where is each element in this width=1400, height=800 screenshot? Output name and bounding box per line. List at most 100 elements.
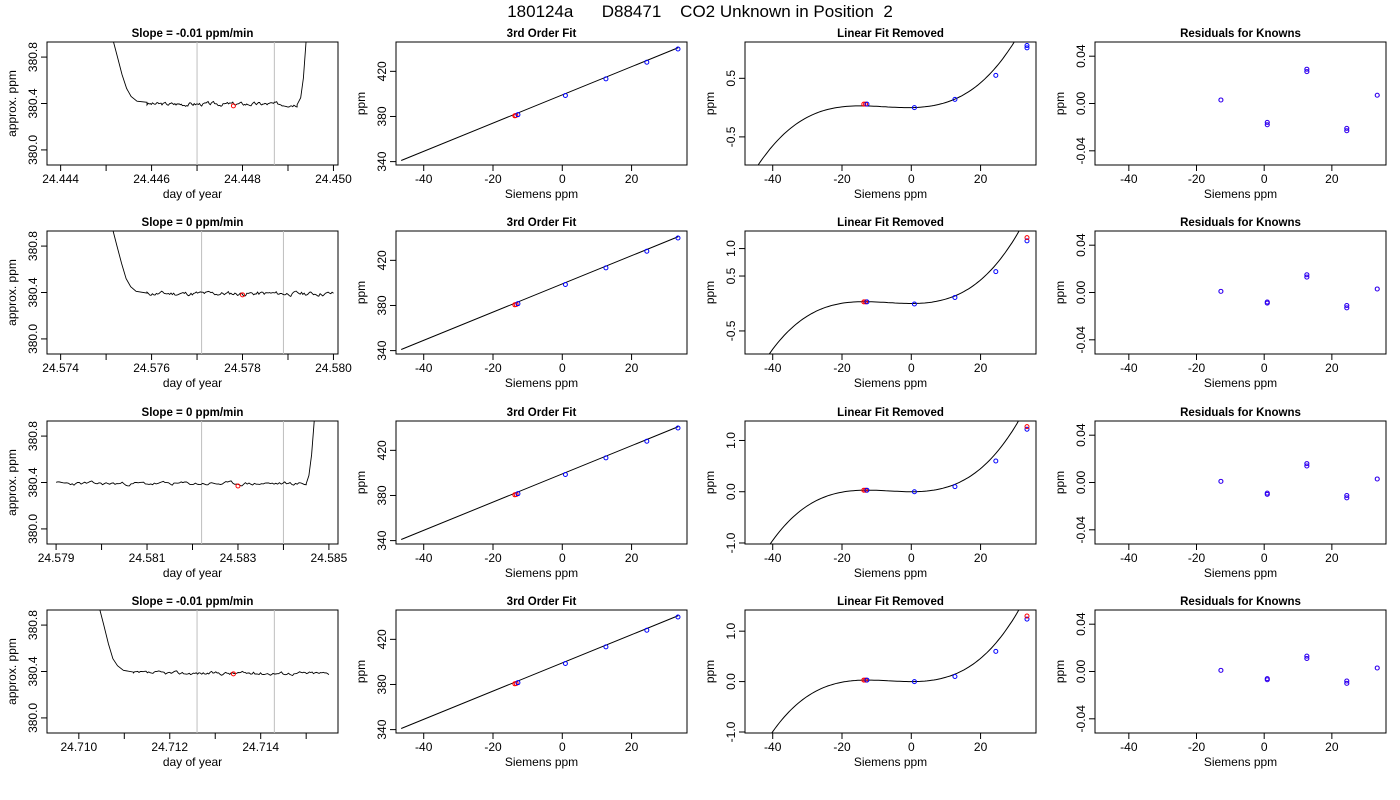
fit-curve xyxy=(771,610,1020,733)
x-tick-label: 24.450 xyxy=(315,172,352,186)
data-point xyxy=(993,72,999,78)
y-tick-label: 380.0 xyxy=(26,324,40,354)
x-axis-label: day of year xyxy=(163,187,222,201)
sample-marker xyxy=(230,103,236,109)
residual-point-overlay xyxy=(1265,120,1270,125)
plot-frame xyxy=(1094,609,1387,734)
x-axis-label: day of year xyxy=(163,376,222,390)
residual-point-overlay xyxy=(1265,492,1270,497)
data-point xyxy=(864,487,870,493)
panel-3-2: Linear Fit Removed Siemens ppm ppm -40 -20 0 2… xyxy=(703,596,1037,769)
data-point xyxy=(603,265,609,271)
data-point xyxy=(864,101,870,107)
data-point xyxy=(993,269,999,275)
data-point xyxy=(952,294,958,300)
x-axis-label: day of year xyxy=(163,755,222,769)
x-tick-label: -20 xyxy=(833,361,851,375)
x-tick-label: 0 xyxy=(908,361,915,375)
y-tick-label: -0.04 xyxy=(1074,137,1088,165)
y-axis-label: approx. ppm xyxy=(5,638,19,705)
series-trace xyxy=(99,610,330,677)
fit-curve xyxy=(769,421,1020,544)
residual-point-overlay xyxy=(1344,493,1350,498)
y-axis-label: ppm xyxy=(354,281,368,304)
y-tick-label: 1.0 xyxy=(724,240,738,257)
data-point xyxy=(562,660,568,666)
residual-point-overlay xyxy=(1304,463,1310,469)
residual-point-overlay xyxy=(1344,128,1350,134)
y-tick-label: 380 xyxy=(375,106,389,126)
residual-point-overlay xyxy=(1304,653,1310,659)
panel-title: 3rd Order Fit xyxy=(507,407,577,419)
series-trace xyxy=(112,231,334,297)
panel-3-1: 3rd Order Fit Siemens ppm ppm -40 -20 0 20 340 3… xyxy=(354,596,688,769)
x-tick-label: 0 xyxy=(908,172,915,186)
residual-point-overlay xyxy=(1344,678,1350,684)
data-point xyxy=(644,248,650,254)
y-axis-label: ppm xyxy=(1053,281,1067,304)
plot-frame xyxy=(744,41,1037,166)
x-tick-label: -20 xyxy=(1188,172,1206,186)
data-point xyxy=(562,281,568,287)
x-tick-label: 24.581 xyxy=(129,551,166,565)
y-axis-label: ppm xyxy=(703,660,717,683)
y-tick-label: 0.04 xyxy=(1074,44,1088,68)
x-axis-label: Siemens ppm xyxy=(1204,187,1277,201)
residual-point-overlay xyxy=(1304,66,1310,72)
y-tick-label: 380.4 xyxy=(26,88,40,118)
x-axis-label: Siemens ppm xyxy=(1204,376,1277,390)
data-point xyxy=(644,438,650,444)
plot-frame xyxy=(744,420,1037,545)
x-tick-label: -20 xyxy=(833,740,851,754)
panel-2-2: Linear Fit Removed Siemens ppm ppm -40 -20 0 2… xyxy=(703,407,1037,580)
data-point xyxy=(1024,613,1030,619)
x-tick-label: 24.574 xyxy=(42,361,79,375)
data-point xyxy=(861,101,867,107)
data-point xyxy=(1024,235,1030,241)
x-tick-label: 0 xyxy=(908,551,915,565)
plot-area xyxy=(768,231,1030,354)
panel-title: Slope = -0.01 ppm/min xyxy=(132,596,254,608)
x-axis-label: Siemens ppm xyxy=(505,187,578,201)
y-tick-label: 0.0 xyxy=(724,483,738,500)
fit-line xyxy=(401,47,679,161)
data-point xyxy=(864,299,870,305)
sample-marker xyxy=(240,292,246,298)
residual-point-overlay xyxy=(1344,303,1350,308)
x-axis-label: day of year xyxy=(163,566,222,580)
x-tick-label: -40 xyxy=(415,172,433,186)
x-tick-label: 20 xyxy=(974,361,988,375)
residual-point-overlay xyxy=(1265,300,1270,306)
y-tick-label: 0.0 xyxy=(724,673,738,690)
plot-frame xyxy=(46,230,339,355)
plot-frame xyxy=(395,41,688,166)
data-point xyxy=(603,455,609,461)
panel-0-0: Slope = -0.01 ppm/min day of year approx. … xyxy=(5,28,352,201)
y-tick-label: 420 xyxy=(375,440,389,460)
x-tick-label: 0 xyxy=(559,551,566,565)
series-trace xyxy=(113,42,307,108)
panel-1-0: Slope = 0 ppm/min day of year approx. ppm 2… xyxy=(5,217,352,390)
y-tick-label: 1.0 xyxy=(724,432,738,449)
y-tick-label: 380.8 xyxy=(26,421,40,451)
x-axis-label: Siemens ppm xyxy=(1204,755,1277,769)
residual-point-overlay xyxy=(1375,286,1380,292)
data-point xyxy=(1024,43,1030,49)
panel-2-1: 3rd Order Fit Siemens ppm ppm -40 -20 0 20 340 3… xyxy=(354,407,688,580)
y-tick-label: -0.5 xyxy=(724,126,738,147)
x-tick-label: 0 xyxy=(1261,551,1268,565)
x-tick-label: 20 xyxy=(974,740,988,754)
y-axis-label: ppm xyxy=(354,471,368,494)
plot-area xyxy=(771,610,1030,733)
x-tick-label: -20 xyxy=(484,740,502,754)
x-tick-label: -40 xyxy=(764,172,782,186)
residual-point-overlay xyxy=(1375,665,1380,671)
y-tick-label: -1.0 xyxy=(724,721,738,742)
x-tick-label: 24.712 xyxy=(151,740,188,754)
x-tick-label: 20 xyxy=(625,361,639,375)
data-point xyxy=(644,59,650,65)
y-tick-label: -0.04 xyxy=(1074,516,1088,544)
panel-1-1: 3rd Order Fit Siemens ppm ppm -40 -20 0 20 340 3… xyxy=(354,217,688,390)
y-tick-label: 380.0 xyxy=(26,514,40,544)
series-trace xyxy=(55,421,315,487)
